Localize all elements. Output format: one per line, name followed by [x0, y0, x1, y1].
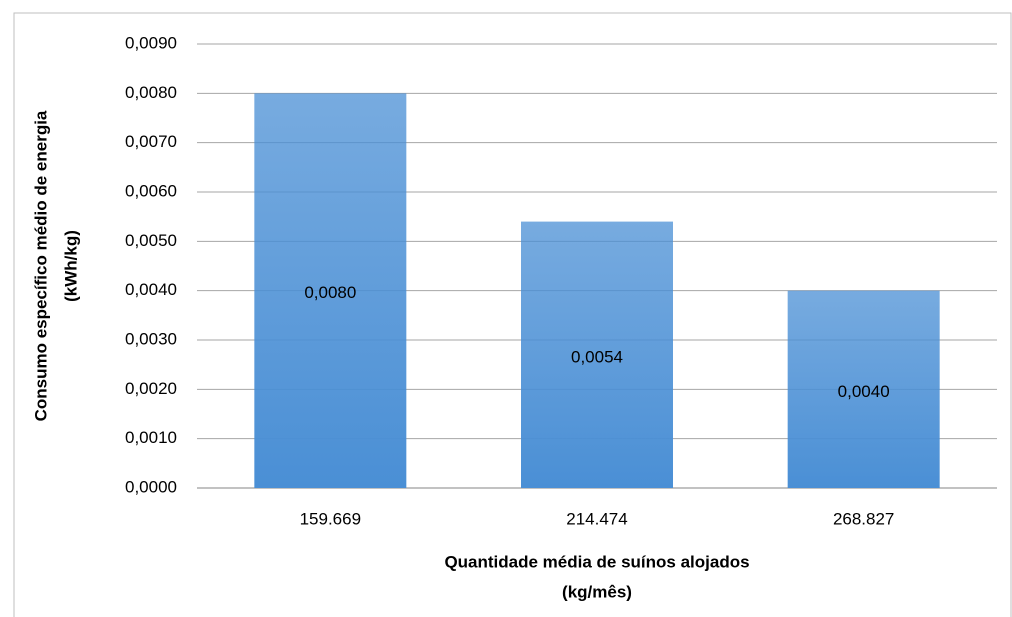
- x-tick-label: 159.669: [300, 509, 361, 528]
- y-tick-label: 0,0080: [125, 83, 177, 102]
- x-axis-title: Quantidade média de suínos alojados: [444, 552, 749, 571]
- data-label: 0,0080: [304, 283, 356, 302]
- chart-frame: [13, 12, 1012, 617]
- x-axis-title: (kg/mês): [562, 582, 632, 601]
- bar: [787, 290, 940, 488]
- y-tick-label: 0,0010: [125, 428, 177, 447]
- x-tick-label: 268.827: [833, 509, 894, 528]
- y-tick-label: 0,0090: [125, 33, 177, 52]
- y-tick-label: 0,0060: [125, 181, 177, 200]
- plot-area: 0,0000 0,0010 0,0020 0,0030 0,0040 0,0050 0,00…: [125, 33, 997, 528]
- y-tick-label: 0,0030: [125, 329, 177, 348]
- y-tick-label: 0,0000: [125, 477, 177, 496]
- bar: [521, 221, 673, 488]
- data-label: 0,0040: [838, 382, 890, 401]
- y-axis-title: Consumo específico médio de energia: [31, 110, 50, 421]
- data-label: 0,0054: [571, 347, 623, 366]
- x-tick-label: 214.474: [566, 509, 627, 528]
- y-tick-label: 0,0040: [125, 280, 177, 299]
- bar: [254, 93, 407, 488]
- y-tick-label: 0,0070: [125, 132, 177, 151]
- y-tick-label: 0,0050: [125, 231, 177, 250]
- y-axis-title: (kWh/kg): [61, 230, 80, 302]
- y-tick-label: 0,0020: [125, 379, 177, 398]
